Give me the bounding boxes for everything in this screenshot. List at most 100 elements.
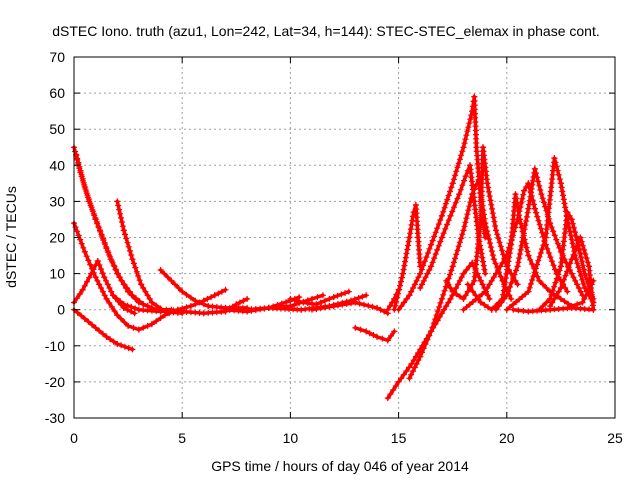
data-point <box>558 184 565 191</box>
series-20 <box>395 93 489 313</box>
data-point <box>572 277 579 284</box>
data-point <box>410 285 416 291</box>
data-point <box>406 234 413 241</box>
data-point <box>559 280 566 287</box>
data-point <box>419 281 425 288</box>
data-point <box>130 260 137 267</box>
data-point <box>101 292 108 299</box>
data-point <box>81 315 88 322</box>
data-point <box>75 159 82 166</box>
data-point <box>118 214 124 221</box>
data-point <box>399 274 405 281</box>
data-point <box>450 176 457 183</box>
data-point <box>459 231 466 238</box>
data-point <box>447 285 454 291</box>
data-point <box>568 256 575 263</box>
data-point <box>402 254 409 261</box>
data-point <box>444 221 451 228</box>
data-point <box>455 281 461 288</box>
data-point <box>438 310 445 317</box>
data-point <box>438 295 445 302</box>
data-point <box>493 306 499 313</box>
data-point <box>542 203 549 210</box>
data-point <box>421 258 428 265</box>
data-point <box>516 212 523 219</box>
data-point <box>389 299 396 306</box>
data-point <box>495 303 502 310</box>
data-point <box>309 306 315 313</box>
data-point <box>447 271 453 278</box>
data-point <box>85 257 92 264</box>
data-point <box>489 205 495 212</box>
data-point <box>449 180 456 187</box>
data-point <box>453 285 460 291</box>
data-point <box>555 288 562 295</box>
data-point <box>429 324 436 331</box>
data-point <box>485 188 492 195</box>
data-point <box>417 353 424 360</box>
data-point <box>103 277 109 284</box>
data-point <box>81 248 88 255</box>
data-point <box>103 333 110 340</box>
data-point <box>317 305 324 312</box>
data-point <box>576 268 583 275</box>
data-point <box>489 210 496 217</box>
data-point <box>455 243 462 250</box>
data-point <box>506 250 513 257</box>
data-point <box>585 288 591 295</box>
data-point <box>92 324 99 331</box>
data-point <box>519 195 526 202</box>
data-point <box>565 300 572 307</box>
data-point <box>447 295 454 302</box>
data-point <box>403 368 410 375</box>
data-point <box>581 270 588 277</box>
data-point <box>553 163 560 170</box>
data-point <box>113 295 120 302</box>
data-point <box>494 231 501 238</box>
data-point <box>520 191 527 198</box>
y-tick-label: 0 <box>57 302 65 318</box>
data-point <box>545 250 552 256</box>
data-point <box>477 277 484 284</box>
data-point <box>352 299 359 306</box>
data-point <box>565 264 572 271</box>
data-point <box>557 295 564 302</box>
data-point <box>454 247 461 254</box>
data-point <box>287 295 294 302</box>
data-point <box>462 136 469 143</box>
data-point <box>429 237 436 244</box>
data-point <box>363 328 370 335</box>
data-point <box>386 303 393 310</box>
data-point <box>396 286 403 293</box>
data-point <box>164 274 171 281</box>
data-point <box>200 297 207 304</box>
data-point <box>366 330 373 337</box>
data-point <box>492 223 499 229</box>
data-point <box>121 319 128 326</box>
data-point <box>406 292 413 299</box>
data-point <box>501 256 508 263</box>
data-point <box>467 199 474 206</box>
data-point <box>456 239 463 246</box>
data-point <box>445 217 452 224</box>
data-point <box>406 364 412 371</box>
data-point <box>497 273 504 280</box>
data-point <box>128 252 135 258</box>
data-point <box>453 168 460 175</box>
data-point <box>118 277 125 284</box>
data-point <box>395 378 402 385</box>
data-point <box>548 224 555 231</box>
data-point <box>74 309 81 316</box>
data-point <box>508 279 515 286</box>
data-point <box>549 299 556 306</box>
data-point <box>179 288 186 295</box>
data-point <box>467 116 474 123</box>
data-point <box>218 288 225 295</box>
data-point <box>532 265 539 272</box>
data-point <box>562 272 569 279</box>
data-point <box>560 196 567 203</box>
data-point <box>208 294 215 301</box>
data-point <box>539 246 545 253</box>
data-point <box>79 286 86 293</box>
